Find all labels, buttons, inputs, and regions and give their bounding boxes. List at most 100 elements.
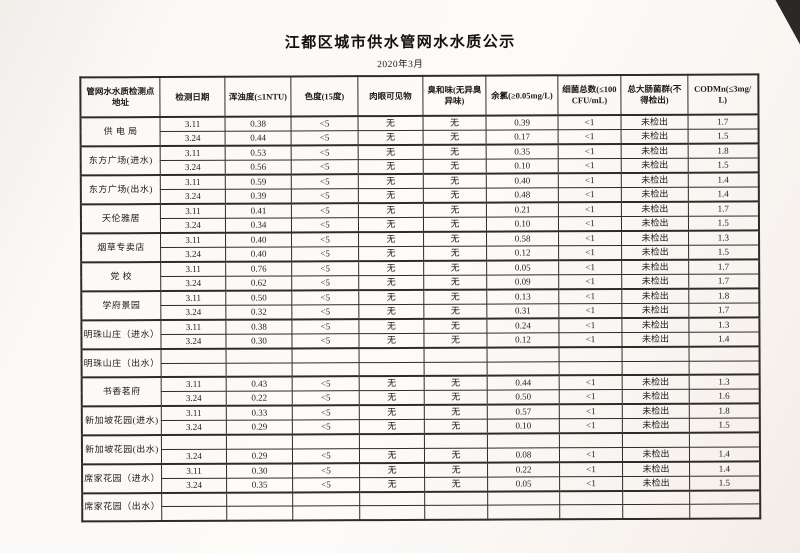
value-cell — [359, 491, 425, 506]
column-header: 臭和味(无异臭异味) — [422, 75, 487, 116]
value-cell — [226, 348, 293, 363]
value-cell: <5 — [291, 232, 359, 247]
value-cell: 未检出 — [621, 172, 689, 188]
value-cell: 0.38 — [225, 319, 292, 335]
value-cell: 无 — [424, 476, 488, 492]
value-cell: 0.39 — [225, 188, 292, 204]
value-cell: <5 — [292, 390, 360, 406]
value-cell: 1.4 — [689, 446, 760, 462]
value-cell: 0.29 — [226, 448, 293, 464]
value-cell: 未检出 — [621, 129, 689, 145]
value-cell: 1.6 — [689, 388, 760, 404]
value-cell: 无 — [423, 318, 487, 334]
table-body: 供 电 局 3.11 0.38 <5 无无 0.39 <1 未检出 1.7 3.24 0.44 <5 无… — [80, 114, 760, 521]
value-cell: 无 — [423, 188, 487, 203]
value-cell: 1.4 — [689, 460, 760, 476]
value-cell: <1 — [558, 144, 622, 159]
value-cell: <1 — [559, 404, 623, 419]
value-cell: 0.17 — [486, 129, 559, 145]
value-cell: <5 — [291, 188, 359, 204]
value-cell: <1 — [559, 375, 623, 390]
value-cell: 0.41 — [225, 203, 292, 219]
value-cell — [292, 505, 360, 520]
value-cell: <5 — [292, 419, 360, 435]
value-cell: 0.24 — [486, 318, 559, 334]
value-cell: <5 — [291, 174, 359, 189]
value-cell: 无 — [359, 390, 425, 406]
value-cell: 1.5 — [689, 417, 760, 433]
value-cell: 3.11 — [160, 145, 226, 161]
value-cell — [359, 347, 425, 363]
value-cell — [622, 432, 690, 448]
value-cell: <1 — [559, 461, 623, 477]
value-cell: 1.7 — [688, 302, 759, 318]
location-cell: 书香茗府 — [81, 377, 162, 407]
value-cell: 0.50 — [487, 389, 560, 405]
value-cell — [424, 361, 488, 376]
value-cell: 3.11 — [161, 376, 227, 392]
value-cell: 无 — [424, 404, 488, 420]
value-cell: 0.40 — [486, 173, 559, 189]
column-header: 浑浊度(≤1NTU) — [224, 76, 292, 117]
value-cell — [689, 489, 760, 505]
value-cell: 3.11 — [160, 261, 226, 277]
value-cell: 无 — [359, 476, 425, 492]
value-cell — [487, 361, 560, 376]
value-cell: 1.4 — [688, 331, 760, 347]
value-cell: 3.24 — [161, 391, 227, 407]
value-cell — [161, 492, 227, 507]
value-cell: <5 — [292, 405, 360, 420]
value-cell: 无 — [358, 246, 424, 262]
value-cell: 无 — [358, 318, 424, 334]
value-cell: 无 — [359, 462, 425, 478]
value-cell: 0.12 — [486, 332, 560, 348]
value-cell — [292, 362, 360, 377]
value-cell: 无 — [359, 404, 425, 420]
water-quality-table: 管网水水质检测点地址 检测日期 浑浊度(≤1NTU) 色度(15度) 肉眼可见物 臭和味(… — [79, 73, 761, 522]
value-cell: 未检出 — [622, 446, 690, 462]
value-cell: 无 — [423, 159, 487, 174]
value-cell: 3.24 — [160, 305, 226, 321]
value-cell — [689, 432, 760, 447]
value-cell: 无 — [358, 304, 424, 320]
value-cell: 无 — [359, 419, 425, 435]
column-header: 色度(15度) — [290, 76, 359, 117]
value-cell: 无 — [358, 130, 424, 146]
value-cell: <5 — [291, 333, 360, 349]
value-cell — [559, 504, 623, 519]
value-cell: 0.40 — [225, 232, 292, 248]
page-subtitle: 2020年3月 — [377, 59, 424, 71]
value-cell: <5 — [292, 462, 360, 478]
value-cell: 3.24 — [160, 160, 226, 176]
value-cell — [161, 434, 227, 450]
value-cell: 未检出 — [621, 201, 689, 217]
value-cell: 无 — [423, 202, 487, 218]
value-cell: 无 — [423, 333, 488, 348]
value-cell: 3.24 — [160, 218, 226, 234]
value-cell: 未检出 — [621, 230, 689, 246]
value-cell: <1 — [558, 231, 622, 246]
value-cell: 1.5 — [688, 128, 759, 144]
value-cell: <1 — [558, 216, 622, 232]
value-cell: 0.48 — [486, 187, 559, 203]
value-cell: 1.7 — [688, 273, 759, 289]
location-cell: 东方广场(出水) — [80, 175, 161, 205]
value-cell — [161, 348, 227, 364]
column-header: 总大肠菌群(不得检出) — [620, 74, 689, 116]
value-cell — [559, 361, 623, 376]
value-cell: 3.11 — [160, 203, 226, 219]
value-cell: 无 — [423, 304, 487, 319]
value-cell: 无 — [358, 202, 424, 218]
value-cell: 0.22 — [487, 461, 560, 477]
value-cell: 0.32 — [225, 304, 292, 320]
value-cell: <5 — [291, 145, 359, 160]
value-cell: 1.7 — [688, 201, 759, 217]
page-title: 江都区城市供水管网水水质公示 — [284, 34, 516, 52]
value-cell: 3.24 — [161, 477, 227, 493]
value-cell: 0.12 — [486, 245, 559, 261]
location-cell: 新加坡花园(出水) — [81, 435, 162, 464]
value-cell — [424, 505, 488, 520]
value-cell: 1.3 — [688, 230, 759, 246]
location-cell: 明珠山庄（进水） — [81, 320, 162, 350]
